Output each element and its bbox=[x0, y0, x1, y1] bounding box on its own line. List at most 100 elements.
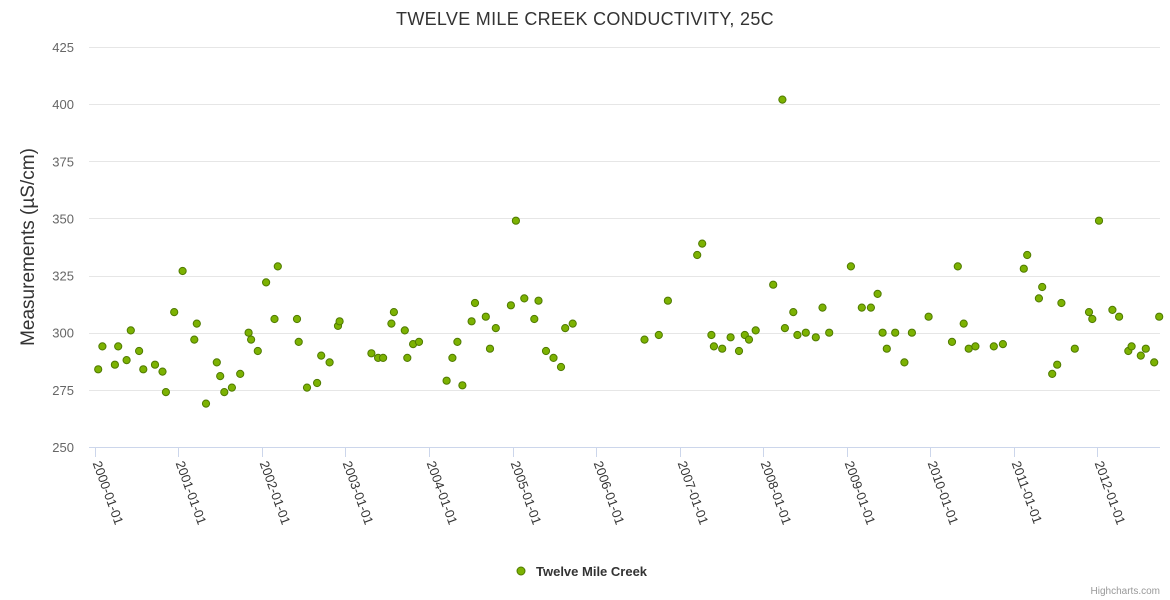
data-point[interactable] bbox=[485, 344, 495, 353]
data-point[interactable] bbox=[1019, 264, 1028, 273]
data-point[interactable] bbox=[1034, 294, 1044, 303]
data-point[interactable] bbox=[825, 328, 834, 337]
data-point[interactable] bbox=[94, 365, 103, 374]
data-point[interactable] bbox=[158, 367, 167, 376]
data-point[interactable] bbox=[317, 351, 326, 360]
data-point[interactable] bbox=[556, 362, 566, 372]
data-point[interactable] bbox=[170, 308, 179, 317]
data-point[interactable] bbox=[292, 314, 302, 324]
data-point[interactable] bbox=[640, 335, 649, 344]
data-point[interactable] bbox=[793, 330, 802, 340]
data-point[interactable] bbox=[769, 280, 778, 289]
data-point[interactable] bbox=[561, 324, 570, 333]
data-point[interactable] bbox=[789, 308, 798, 317]
data-point[interactable] bbox=[247, 335, 256, 344]
data-point[interactable] bbox=[1155, 312, 1164, 321]
credits-link[interactable]: Highcharts.com bbox=[1091, 586, 1160, 597]
data-point[interactable] bbox=[389, 308, 398, 317]
data-point[interactable] bbox=[139, 365, 148, 374]
data-point[interactable] bbox=[1088, 314, 1097, 324]
data-point[interactable] bbox=[780, 324, 790, 333]
legend[interactable]: Twelve Mile Creek bbox=[516, 564, 648, 579]
data-point[interactable] bbox=[270, 314, 279, 324]
data-point[interactable] bbox=[453, 337, 462, 346]
data-point[interactable] bbox=[947, 337, 957, 346]
data-point[interactable] bbox=[1108, 305, 1117, 314]
data-point[interactable] bbox=[302, 383, 312, 392]
data-point[interactable] bbox=[924, 312, 933, 321]
data-point[interactable] bbox=[227, 383, 236, 392]
data-point[interactable] bbox=[541, 346, 551, 356]
data-point[interactable] bbox=[273, 262, 282, 271]
data-point[interactable] bbox=[216, 372, 225, 381]
data-point[interactable] bbox=[734, 346, 744, 356]
data-point[interactable] bbox=[220, 388, 229, 397]
data-point[interactable] bbox=[110, 360, 120, 369]
data-point[interactable] bbox=[718, 344, 727, 353]
data-point[interactable] bbox=[568, 319, 577, 328]
data-point[interactable] bbox=[1084, 308, 1094, 317]
data-point[interactable] bbox=[520, 294, 529, 303]
data-point[interactable] bbox=[403, 353, 412, 362]
data-point[interactable] bbox=[1053, 360, 1062, 369]
data-point[interactable] bbox=[907, 328, 917, 337]
data-point[interactable] bbox=[367, 349, 376, 358]
data-point[interactable] bbox=[126, 326, 135, 335]
data-point[interactable] bbox=[448, 353, 457, 362]
data-point[interactable] bbox=[244, 328, 253, 337]
data-point[interactable] bbox=[1127, 342, 1136, 351]
data-point[interactable] bbox=[335, 317, 344, 326]
data-point[interactable] bbox=[891, 328, 900, 337]
data-point[interactable] bbox=[1038, 282, 1047, 292]
data-point[interactable] bbox=[971, 342, 980, 351]
data-point[interactable] bbox=[150, 360, 160, 369]
data-point[interactable] bbox=[707, 330, 716, 340]
data-point[interactable] bbox=[709, 342, 719, 351]
data-point[interactable] bbox=[506, 301, 515, 310]
data-point[interactable] bbox=[964, 344, 973, 353]
data-point[interactable] bbox=[400, 326, 409, 335]
data-point[interactable] bbox=[491, 324, 500, 333]
data-point[interactable] bbox=[1023, 250, 1032, 260]
data-point[interactable] bbox=[726, 333, 735, 342]
data-point[interactable] bbox=[236, 369, 245, 378]
data-point[interactable] bbox=[778, 95, 787, 104]
data-point[interactable] bbox=[470, 298, 480, 308]
data-point[interactable] bbox=[481, 312, 490, 321]
data-point[interactable] bbox=[414, 337, 424, 346]
data-point[interactable] bbox=[262, 278, 271, 287]
data-point[interactable] bbox=[190, 335, 199, 344]
data-point[interactable] bbox=[192, 319, 201, 328]
data-point[interactable] bbox=[458, 381, 467, 390]
data-point[interactable] bbox=[953, 262, 962, 271]
data-point[interactable] bbox=[663, 296, 673, 305]
data-point[interactable] bbox=[882, 344, 891, 353]
data-point[interactable] bbox=[1136, 351, 1145, 360]
data-point[interactable] bbox=[114, 342, 123, 351]
data-point[interactable] bbox=[135, 346, 144, 356]
data-point[interactable] bbox=[900, 358, 909, 367]
data-point[interactable] bbox=[294, 337, 303, 346]
data-point[interactable] bbox=[534, 296, 543, 305]
data-point[interactable] bbox=[751, 326, 760, 335]
data-point[interactable] bbox=[161, 388, 170, 397]
data-point[interactable] bbox=[549, 353, 558, 362]
data-point[interactable] bbox=[1094, 216, 1104, 225]
data-point[interactable] bbox=[379, 353, 388, 362]
data-point[interactable] bbox=[325, 358, 334, 367]
data-point[interactable] bbox=[530, 314, 539, 324]
data-point[interactable] bbox=[998, 340, 1008, 349]
data-point[interactable] bbox=[313, 378, 322, 388]
data-point[interactable] bbox=[387, 319, 396, 328]
data-point[interactable] bbox=[1057, 298, 1066, 308]
data-point[interactable] bbox=[1141, 344, 1150, 353]
data-point[interactable] bbox=[442, 376, 451, 385]
data-point[interactable] bbox=[98, 342, 107, 351]
legend-item-twelve-mile-creek[interactable]: Twelve Mile Creek bbox=[536, 564, 648, 579]
data-point[interactable] bbox=[873, 289, 882, 298]
data-point[interactable] bbox=[654, 330, 663, 340]
data-point[interactable] bbox=[693, 250, 702, 260]
data-point[interactable] bbox=[857, 303, 866, 312]
data-point[interactable] bbox=[511, 216, 521, 225]
data-point[interactable] bbox=[122, 356, 131, 365]
